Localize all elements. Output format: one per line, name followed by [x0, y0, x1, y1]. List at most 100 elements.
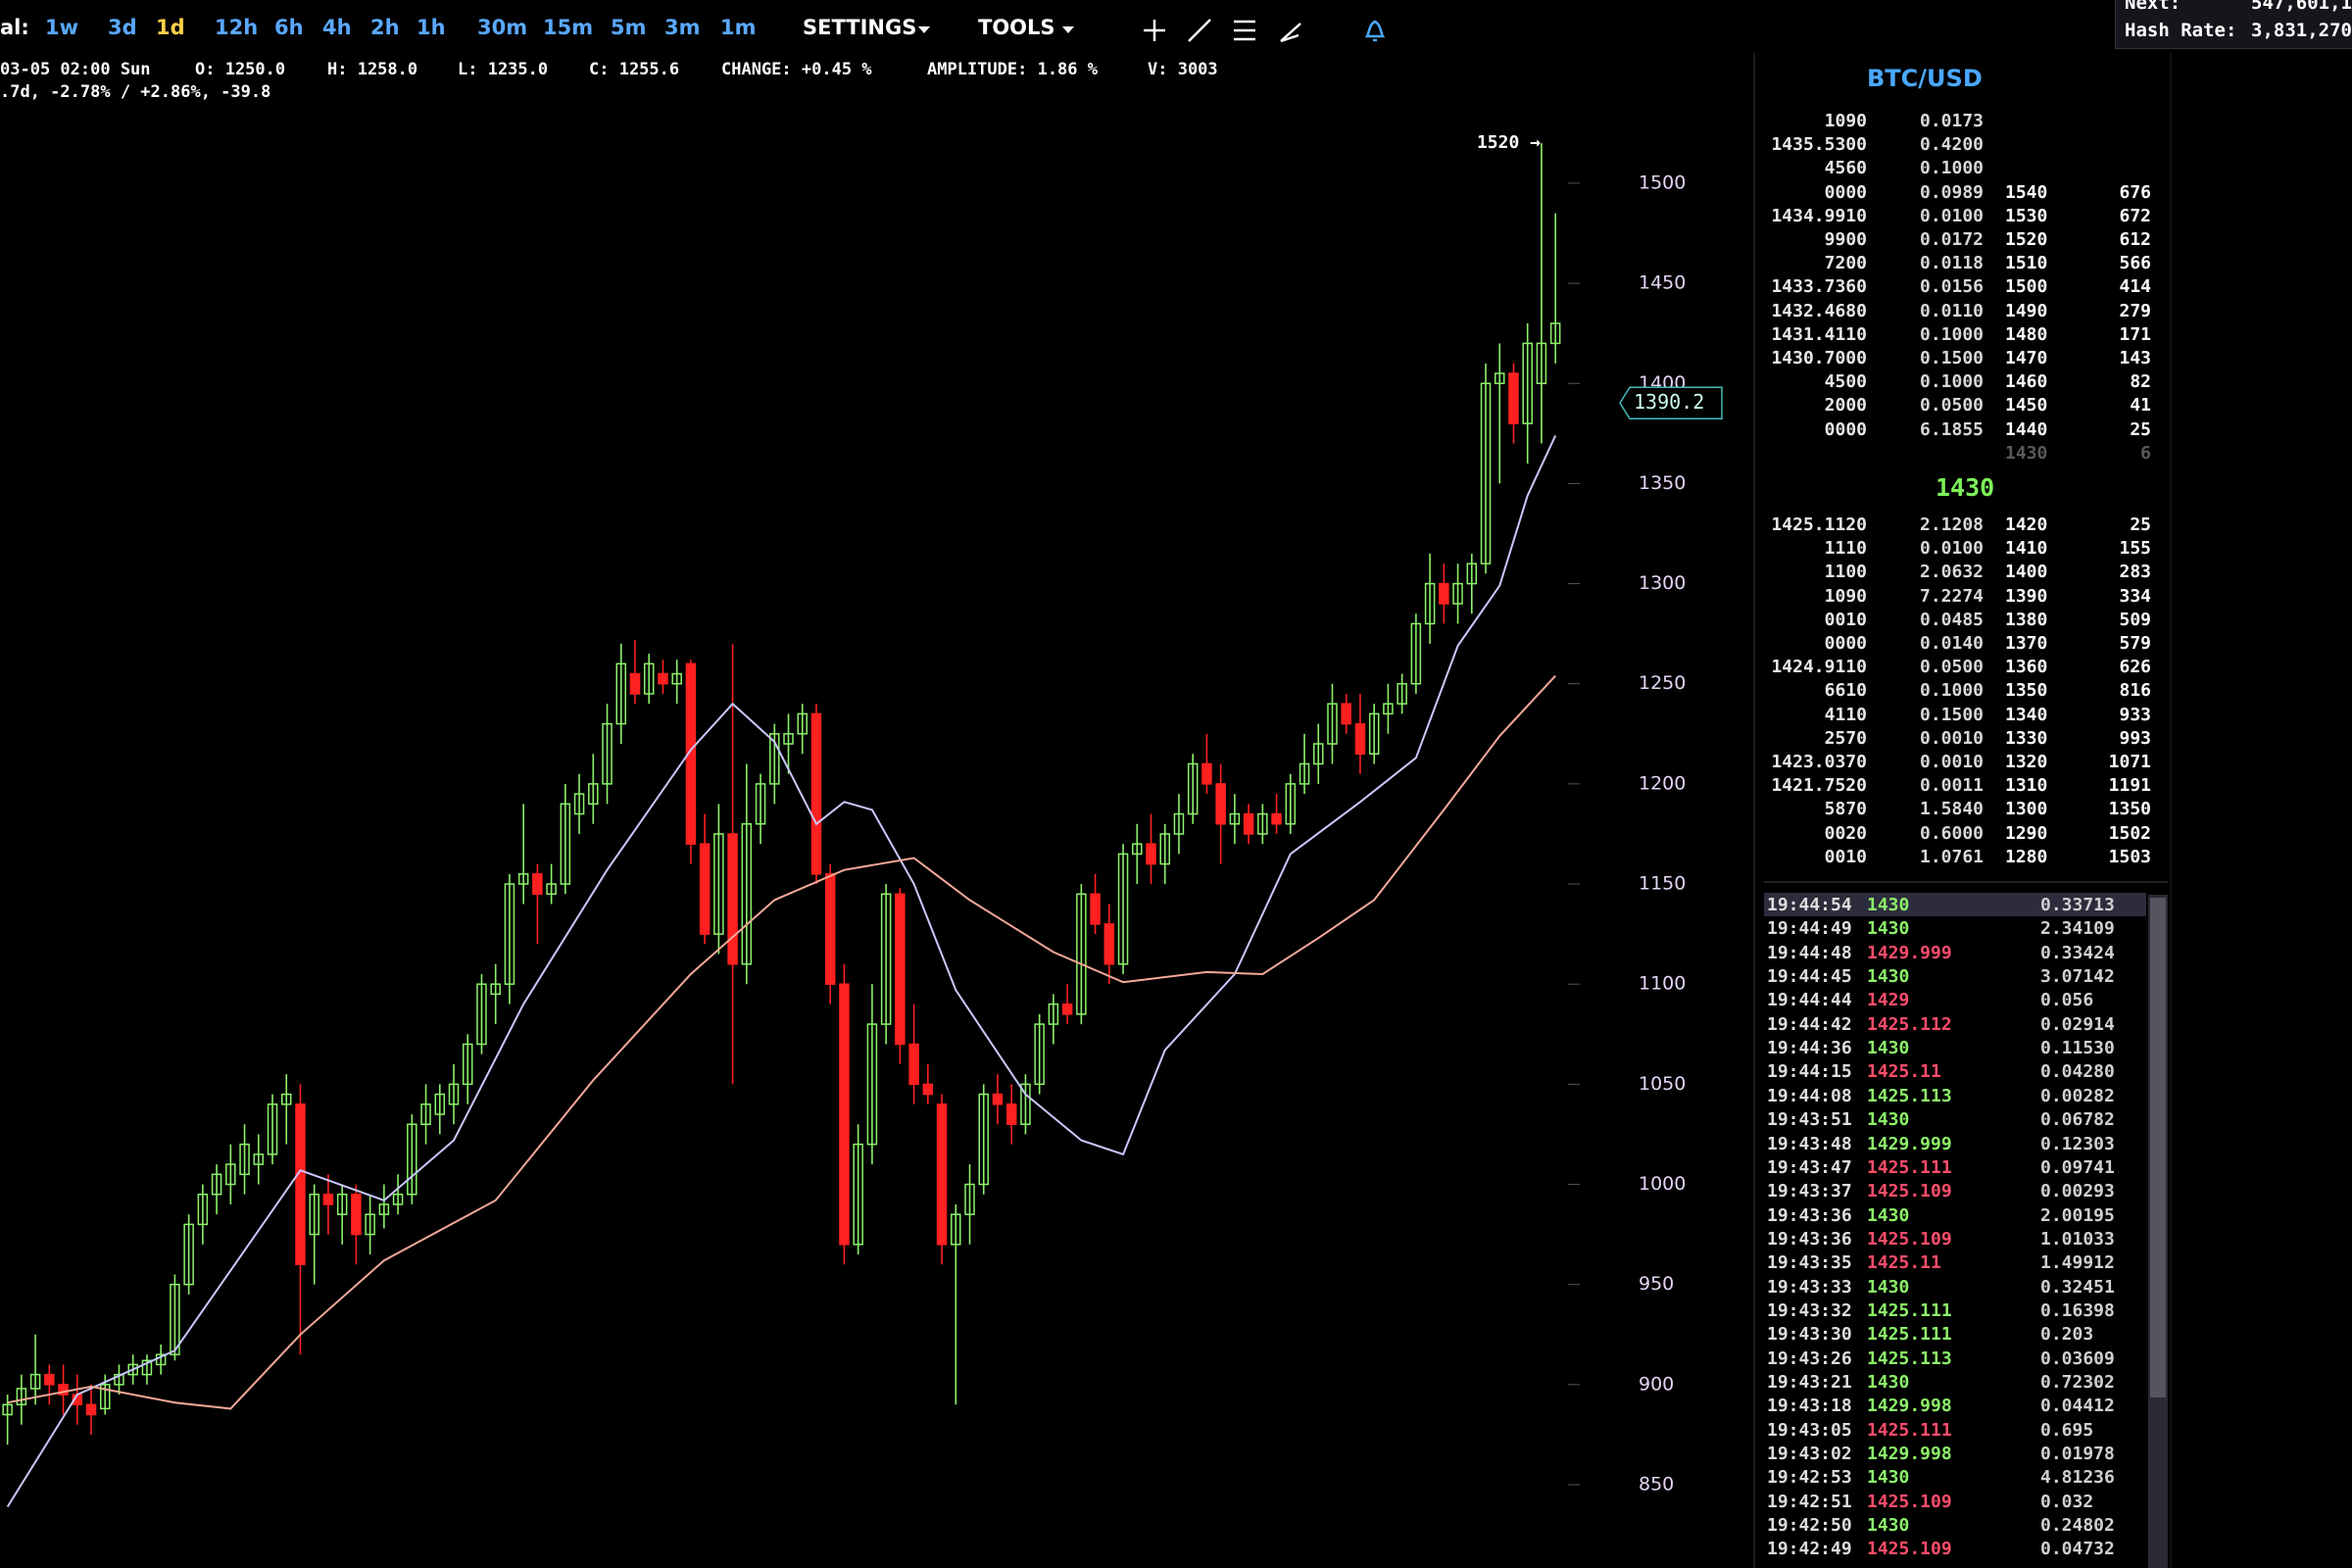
interval-button[interactable]: 1d — [156, 16, 185, 39]
interval-button[interactable]: 30m — [477, 16, 528, 39]
trade-amount[interactable]: 0.72302 — [2040, 1372, 2115, 1393]
alert-icon[interactable] — [1364, 20, 1386, 42]
interval-button[interactable]: 2h — [370, 16, 400, 39]
trade-time[interactable]: 19:42:53 — [1767, 1467, 1852, 1489]
trade-amount[interactable]: 4.81236 — [2040, 1467, 2115, 1489]
trade-amount[interactable]: 0.00282 — [2040, 1085, 2115, 1106]
trade-price[interactable]: 1430 — [1867, 1467, 1910, 1489]
trade-price[interactable]: 1430 — [1867, 1515, 1910, 1537]
trade-time[interactable]: 19:44:08 — [1767, 1085, 1852, 1106]
trade-time[interactable]: 19:44:36 — [1767, 1038, 1852, 1059]
interval-button[interactable]: 1m — [720, 16, 757, 39]
interval-button[interactable]: 6h — [274, 16, 304, 39]
trade-price[interactable]: 1425.109 — [1867, 1228, 1952, 1250]
trade-price[interactable]: 1425.109 — [1867, 1539, 1952, 1560]
line-icon[interactable] — [1188, 19, 1211, 42]
trade-amount[interactable]: 0.11530 — [2040, 1038, 2115, 1059]
trade-time[interactable]: 19:43:33 — [1767, 1276, 1852, 1298]
trade-price[interactable]: 1429.999 — [1867, 942, 1952, 963]
trade-time[interactable]: 19:44:15 — [1767, 1061, 1852, 1083]
trade-time[interactable]: 19:44:44 — [1767, 990, 1852, 1011]
interval-button[interactable]: 15m — [543, 16, 594, 39]
trade-time[interactable]: 19:43:48 — [1767, 1133, 1852, 1154]
trade-amount[interactable]: 0.09741 — [2040, 1156, 2115, 1178]
trade-price[interactable]: 1430 — [1867, 895, 1910, 915]
trade-price[interactable]: 1425.111 — [1867, 1299, 1952, 1321]
trade-amount[interactable]: 0.33424 — [2040, 942, 2115, 963]
trade-time[interactable]: 19:44:42 — [1767, 1013, 1852, 1035]
trade-price[interactable]: 1425.11 — [1867, 1252, 1941, 1274]
trade-price[interactable]: 1430 — [1867, 1109, 1910, 1131]
trade-amount[interactable]: 0.01978 — [2040, 1444, 2115, 1465]
trade-time[interactable]: 19:43:21 — [1767, 1372, 1852, 1393]
trade-amount[interactable]: 0.00293 — [2040, 1181, 2115, 1202]
trade-time[interactable]: 19:42:50 — [1767, 1515, 1852, 1537]
trade-amount[interactable]: 0.04732 — [2040, 1539, 2115, 1560]
trade-price[interactable]: 1425.113 — [1867, 1348, 1952, 1369]
trade-time[interactable]: 19:43:02 — [1767, 1444, 1852, 1465]
interval-button[interactable]: 3d — [108, 16, 137, 39]
interval-button[interactable]: 3m — [664, 16, 701, 39]
trade-amount[interactable]: 0.06782 — [2040, 1109, 2115, 1131]
trade-price[interactable]: 1425.112 — [1867, 1013, 1952, 1035]
trade-time[interactable]: 19:44:45 — [1767, 966, 1852, 988]
hline-icon[interactable] — [1234, 20, 1255, 41]
trade-time[interactable]: 19:44:48 — [1767, 942, 1852, 963]
trade-time[interactable]: 19:43:32 — [1767, 1299, 1852, 1321]
trade-price[interactable]: 1425.111 — [1867, 1156, 1952, 1178]
trade-time[interactable]: 19:43:47 — [1767, 1156, 1852, 1178]
trade-amount[interactable]: 0.04280 — [2040, 1061, 2115, 1083]
trade-amount[interactable]: 2.00195 — [2040, 1204, 2115, 1226]
interval-button[interactable]: 1w — [45, 16, 79, 39]
trade-time[interactable]: 19:42:51 — [1767, 1491, 1852, 1512]
trade-price[interactable]: 1430 — [1867, 966, 1910, 988]
trade-amount[interactable]: 0.03609 — [2040, 1348, 2115, 1369]
crosshair-icon[interactable] — [1144, 20, 1165, 41]
interval-button[interactable]: 4h — [322, 16, 352, 39]
trade-amount[interactable]: 0.203 — [2040, 1324, 2094, 1346]
trade-time[interactable]: 19:43:35 — [1767, 1252, 1852, 1274]
trade-amount[interactable]: 1.01033 — [2040, 1228, 2115, 1250]
trade-time[interactable]: 19:44:54 — [1767, 895, 1852, 915]
trade-time[interactable]: 19:43:36 — [1767, 1228, 1852, 1250]
trade-amount[interactable]: 0.24802 — [2040, 1515, 2115, 1537]
trade-amount[interactable]: 0.032 — [2040, 1491, 2094, 1512]
trade-price[interactable]: 1430 — [1867, 918, 1910, 940]
trade-price[interactable]: 1429.998 — [1867, 1444, 1952, 1465]
trade-price[interactable]: 1429.998 — [1867, 1396, 1952, 1417]
trade-amount[interactable]: 0.02914 — [2040, 1013, 2115, 1035]
trade-price[interactable]: 1429 — [1867, 990, 1910, 1011]
trade-time[interactable]: 19:43:05 — [1767, 1419, 1852, 1441]
trade-time[interactable]: 19:42:49 — [1767, 1539, 1852, 1560]
trade-price[interactable]: 1425.111 — [1867, 1419, 1952, 1441]
trade-price[interactable]: 1425.109 — [1867, 1181, 1952, 1202]
trade-amount[interactable]: 2.34109 — [2040, 918, 2115, 940]
trade-price[interactable]: 1430 — [1867, 1372, 1910, 1393]
menu-button[interactable]: SETTINGS — [803, 16, 917, 39]
trade-price[interactable]: 1425.113 — [1867, 1085, 1952, 1106]
trade-price[interactable]: 1425.111 — [1867, 1324, 1952, 1346]
menu-button[interactable]: TOOLS — [978, 16, 1055, 39]
interval-button[interactable]: 12h — [215, 16, 259, 39]
trade-amount[interactable]: 0.695 — [2040, 1419, 2094, 1441]
trade-price[interactable]: 1430 — [1867, 1204, 1910, 1226]
trade-price[interactable]: 1425.109 — [1867, 1491, 1952, 1512]
trade-time[interactable]: 19:43:37 — [1767, 1181, 1852, 1202]
trade-price[interactable]: 1430 — [1867, 1038, 1910, 1059]
trade-amount[interactable]: 0.33713 — [2040, 895, 2115, 915]
trade-amount[interactable]: 0.056 — [2040, 990, 2094, 1011]
trade-time[interactable]: 19:43:30 — [1767, 1324, 1852, 1346]
trade-amount[interactable]: 0.12303 — [2040, 1133, 2115, 1154]
trade-time[interactable]: 19:43:18 — [1767, 1396, 1852, 1417]
trade-price[interactable]: 1430 — [1867, 1276, 1910, 1298]
trade-amount[interactable]: 0.04412 — [2040, 1396, 2115, 1417]
pen-icon[interactable] — [1280, 23, 1301, 43]
interval-button[interactable]: 1h — [416, 16, 446, 39]
trade-price[interactable]: 1429.999 — [1867, 1133, 1952, 1154]
trade-time[interactable]: 19:44:49 — [1767, 918, 1852, 940]
trade-price[interactable]: 1425.11 — [1867, 1061, 1941, 1083]
interval-button[interactable]: 5m — [611, 16, 647, 39]
trade-time[interactable]: 19:43:26 — [1767, 1348, 1852, 1369]
scrollbar-thumb[interactable] — [2150, 898, 2166, 1397]
trade-amount[interactable]: 3.07142 — [2040, 966, 2115, 988]
